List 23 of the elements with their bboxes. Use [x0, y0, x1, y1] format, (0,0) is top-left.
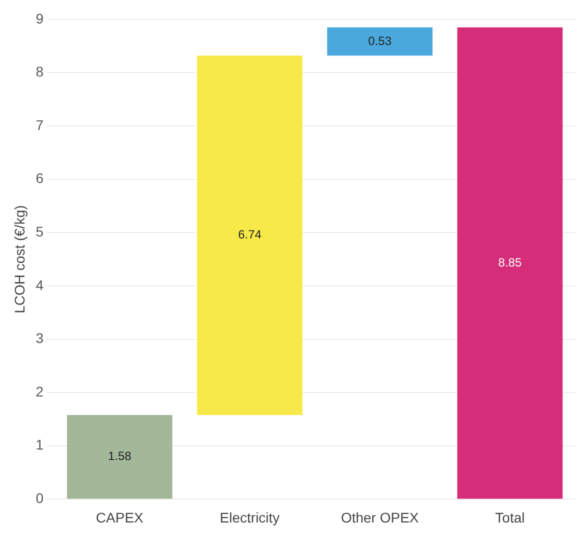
x-tick-label: CAPEX: [96, 509, 144, 526]
x-tick-label: Total: [495, 509, 525, 526]
x-tick-label: Electricity: [220, 509, 280, 526]
bar: [66, 414, 172, 499]
data-label: 1.58: [108, 449, 132, 464]
y-tick-label: 1: [36, 436, 44, 453]
y-tick-label: 2: [36, 383, 44, 400]
y-tick-label: 7: [36, 116, 44, 133]
y-tick-label: 3: [36, 330, 44, 346]
y-tick-label: 0: [36, 490, 44, 506]
y-axis-title: LCOH cost (€/kg): [11, 205, 28, 314]
x-tick-label: Other OPEX: [340, 509, 420, 526]
bar: [457, 27, 563, 499]
y-tick-label: 5: [36, 224, 44, 240]
y-tick-label: 4: [36, 276, 44, 293]
y-tick-label: 8: [36, 64, 44, 80]
y-tick-label: 9: [36, 10, 44, 26]
bar: [197, 56, 302, 415]
data-label: 6.74: [238, 228, 262, 242]
y-tick-label: 6: [36, 170, 44, 186]
data-label: 8.85: [498, 255, 522, 270]
bar: [327, 27, 433, 56]
data-label: 0.53: [368, 34, 392, 48]
